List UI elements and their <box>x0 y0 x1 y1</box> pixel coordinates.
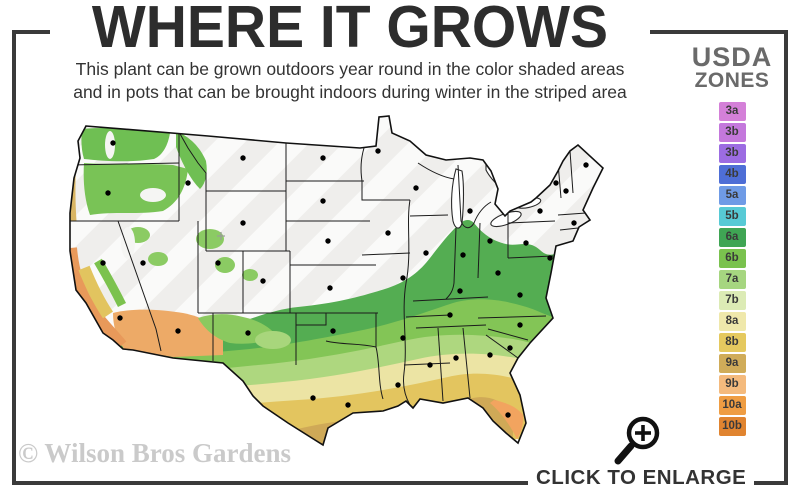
legend-title-usda: USDA <box>691 42 773 72</box>
subtitle-line-2: and in pots that can be brought indoors … <box>73 81 627 102</box>
legend-zone-chip-14-9b: 9b <box>718 375 746 394</box>
magnifier-plus-icon[interactable] <box>610 410 666 468</box>
legend-zone-chip-4-4b: 4b <box>718 165 746 184</box>
state-borders <box>70 131 587 406</box>
legend-zone-chip-16-10b: 10b <box>718 417 746 436</box>
legend-zone-chip-1-3a: 3a <box>718 102 746 121</box>
us-hardiness-zone-map[interactable] <box>58 103 680 465</box>
subtitle-line-1: This plant can be grown outdoors year ro… <box>75 59 625 79</box>
legend-zone-chip-2-3b: 3b <box>718 123 746 142</box>
legend-zone-chip-12-8b: 8b <box>718 333 746 352</box>
page-title: WHERE IT GROWS <box>50 0 650 59</box>
click-to-enlarge-button[interactable]: CLICK TO ENLARGE <box>528 466 755 490</box>
legend-zone-chip-13-9a: 9a <box>718 354 746 373</box>
legend-zone-chip-11-8a: 8a <box>718 312 746 331</box>
usda-zones-legend: USDA ZONES 3a 3b 3b 4b 5a 5b 6a 6b 7a 7b 8a 8b 9a 9b 1… <box>688 44 776 438</box>
legend-zone-chip-8-6b: 6b <box>718 249 746 268</box>
legend-zone-chip-5-5a: 5a <box>718 186 746 205</box>
watermark: © Wilson Bros Gardens <box>18 438 291 468</box>
legend-title-zones: ZONES <box>694 69 770 92</box>
legend-zone-chip-9-7a: 7a <box>718 270 746 289</box>
legend-zone-chip-6-5b: 5b <box>718 207 746 226</box>
legend-zone-chip-10-7b: 7b <box>718 291 746 310</box>
legend-zone-chip-7-6a: 6a <box>718 228 746 247</box>
legend-zone-chip-3-3b: 3b <box>718 144 746 163</box>
subtitle: This plant can be grown outdoors year ro… <box>48 58 652 104</box>
crosshair-mark <box>217 232 225 240</box>
state-marker-dots <box>100 140 589 418</box>
us-outline <box>69 115 604 447</box>
legend-zone-list: 3a 3b 3b 4b 5a 5b 6a 6b 7a 7b 8a 8b 9a 9b 10a 10b <box>688 102 776 436</box>
legend-zone-chip-15-10a: 10a <box>718 396 746 415</box>
map-fill-layers <box>70 116 603 445</box>
